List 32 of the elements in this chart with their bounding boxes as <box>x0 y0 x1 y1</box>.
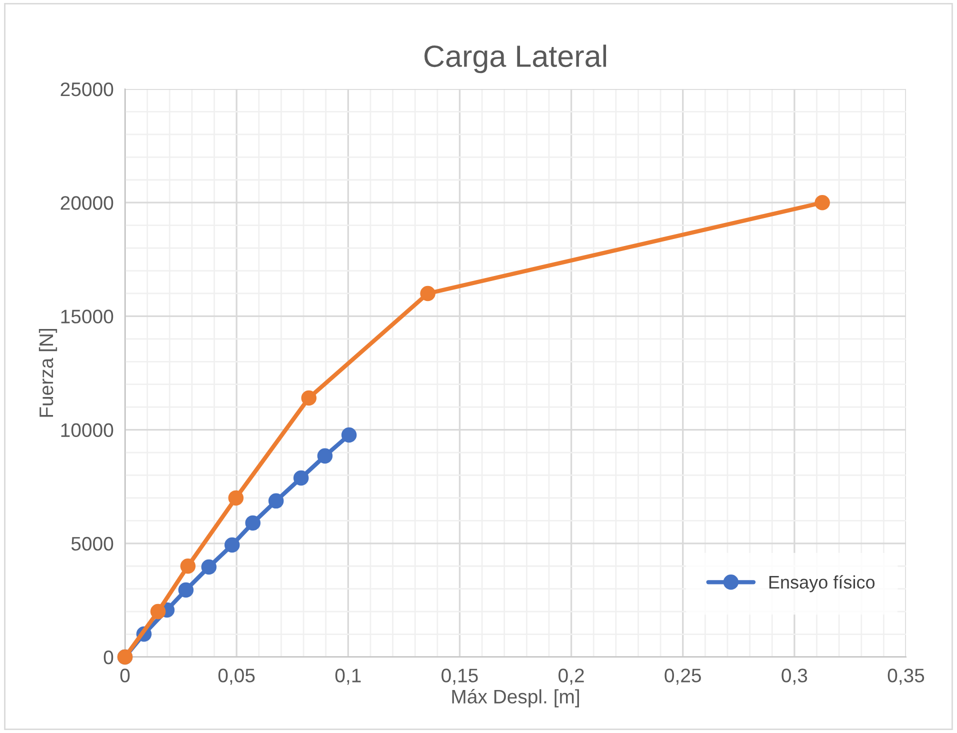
x-tick-label: 0,1 <box>335 668 361 685</box>
y-tick-label: 20000 <box>60 196 114 210</box>
y-tick-label: 15000 <box>61 310 114 324</box>
point <box>201 559 217 575</box>
y-tick-label: 0 <box>104 650 114 664</box>
point <box>224 537 240 553</box>
x-tick-label: 0,3 <box>782 668 808 685</box>
point <box>317 448 333 464</box>
legend-label: Ensayo físico <box>769 575 875 592</box>
point <box>420 286 436 302</box>
x-axis-title: Máx Despl. [m] <box>452 689 579 708</box>
point <box>814 194 830 210</box>
point <box>341 427 357 443</box>
chart-title: Carga Lateral <box>424 44 606 74</box>
y-tick-label: 25000 <box>60 82 114 96</box>
point <box>268 493 284 509</box>
point <box>150 604 166 620</box>
x-tick-label: 0,15 <box>442 668 478 685</box>
x-tick-label: 0,05 <box>218 668 255 685</box>
point <box>301 390 317 406</box>
y-tick-label: 5000 <box>71 536 114 551</box>
x-tick-label: 0,25 <box>664 668 701 685</box>
point <box>178 582 194 598</box>
point <box>293 470 309 486</box>
point <box>228 490 244 506</box>
x-tick-label: 0,35 <box>888 668 924 685</box>
x-tick-label: 0 <box>120 668 130 682</box>
x-tick-label: 0,2 <box>558 668 584 685</box>
point <box>180 558 196 574</box>
y-tick-label: 10000 <box>61 423 114 438</box>
y-axis-title: Fuerza [N] <box>38 329 58 417</box>
point <box>245 515 260 531</box>
